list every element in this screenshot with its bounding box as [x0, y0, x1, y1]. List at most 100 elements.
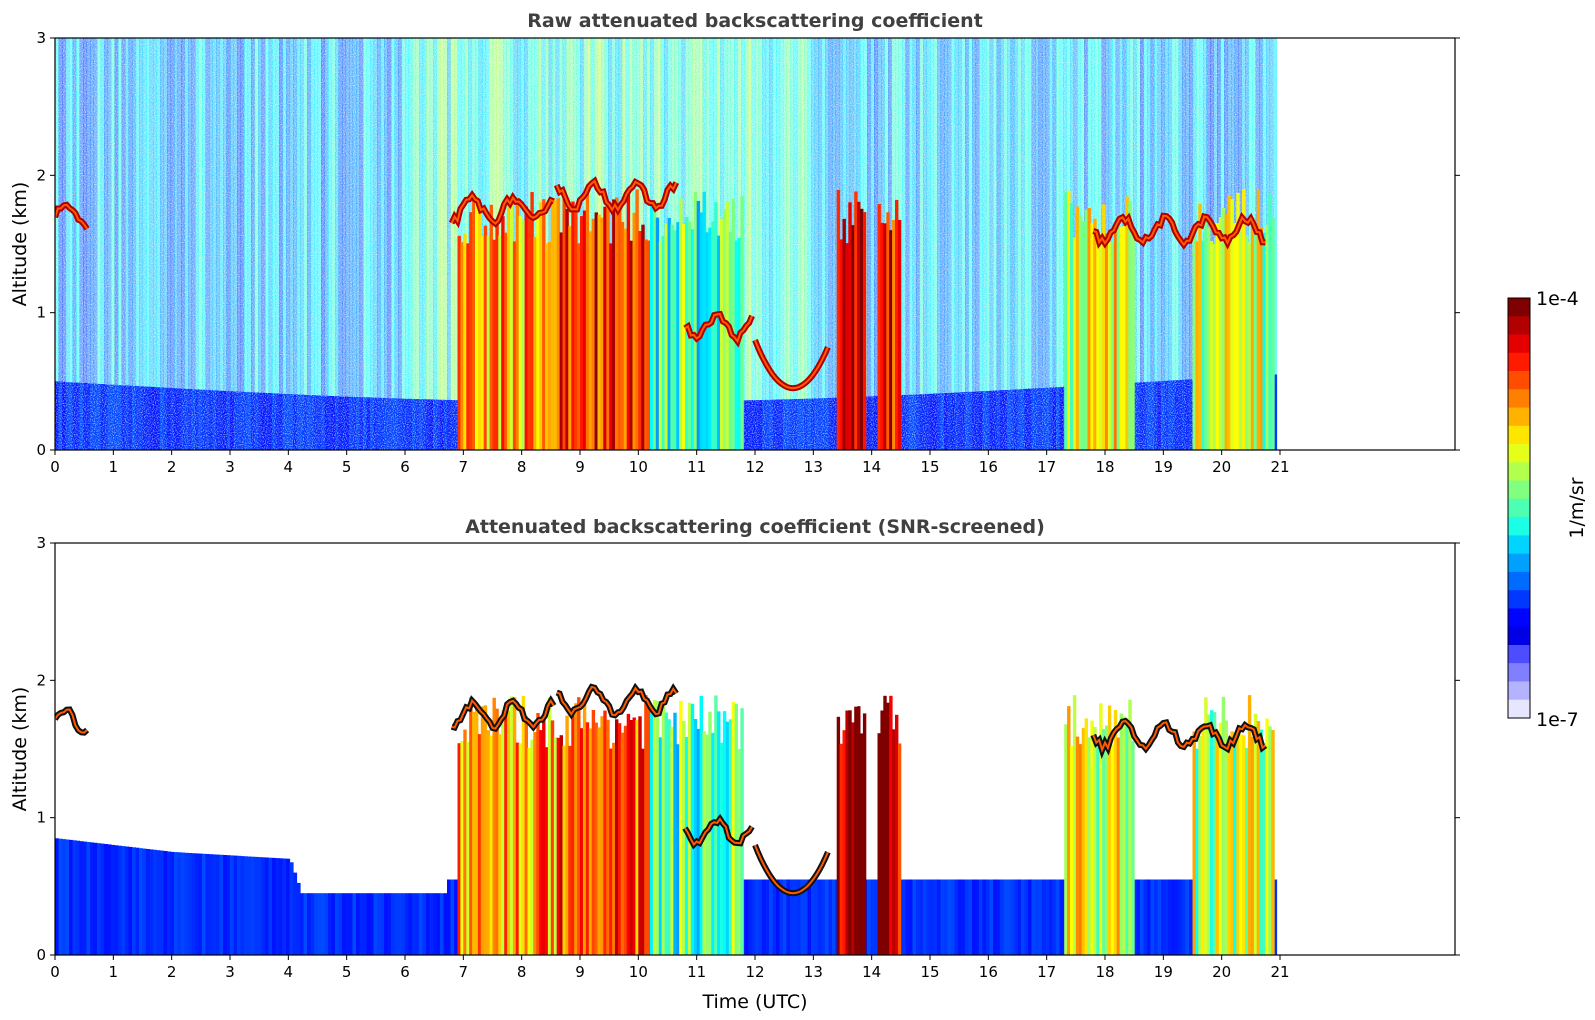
signal-column	[892, 219, 896, 450]
signal-column	[606, 719, 610, 955]
boundary-layer-cell	[373, 893, 378, 955]
signal-column	[617, 723, 622, 955]
signal-column	[1271, 730, 1275, 955]
signal-column	[600, 716, 604, 955]
signal-column	[612, 199, 616, 450]
signal-column	[1236, 736, 1240, 955]
signal-column	[510, 696, 514, 955]
boundary-layer-cell	[1003, 879, 1008, 955]
boundary-layer-cell	[807, 879, 812, 955]
signal-column	[472, 200, 476, 450]
signal-column	[1128, 201, 1132, 450]
boundary-layer-cell	[1161, 879, 1166, 955]
colorbar-step	[1508, 425, 1530, 445]
x-tick-label: 17	[1037, 963, 1056, 981]
boundary-layer-cell	[1021, 879, 1026, 955]
signal-column	[1128, 699, 1132, 955]
signal-column	[848, 202, 852, 450]
boundary-layer-cell	[258, 857, 263, 955]
signal-column	[463, 729, 467, 955]
cloud-layer-edge	[556, 685, 678, 717]
boundary-layer-cell	[783, 879, 788, 955]
boundary-layer-cell	[926, 879, 931, 955]
boundary-layer-cell	[282, 858, 287, 955]
boundary-layer-cell	[1059, 879, 1064, 955]
boundary-layer-cell	[944, 879, 949, 955]
signal-column	[1256, 189, 1261, 450]
boundary-layer-cell	[905, 879, 910, 955]
x-tick-label: 13	[804, 963, 823, 981]
signal-column	[708, 711, 712, 955]
signal-column	[556, 198, 561, 450]
boundary-layer-cell	[793, 879, 798, 955]
signal-column	[539, 730, 543, 955]
x-tick-label: 6	[400, 458, 410, 476]
signal-column	[1221, 208, 1226, 450]
boundary-layer-cell	[317, 893, 322, 955]
colorbar-unit-label: 1/m/sr	[1566, 477, 1588, 538]
x-tick-label: 16	[979, 963, 998, 981]
x-tick-label: 8	[517, 963, 527, 981]
boundary-layer-cell	[916, 879, 921, 955]
x-tick-label: 13	[804, 458, 823, 476]
signal-column	[658, 737, 663, 955]
cloud-layer-edge	[754, 339, 829, 390]
signal-column	[547, 697, 552, 955]
x-axis-label: Time (UTC)	[701, 991, 807, 1013]
signal-column	[1245, 747, 1249, 955]
x-tick-label: 1	[109, 458, 119, 476]
boundary-layer-cell	[205, 854, 210, 955]
signal-column	[711, 732, 715, 955]
signal-column	[839, 743, 843, 955]
boundary-layer-cell	[832, 879, 837, 955]
colorbar-step	[1508, 626, 1530, 646]
signal-column	[1099, 233, 1103, 450]
signal-column	[533, 732, 537, 955]
boundary-layer-cell	[359, 893, 364, 955]
signal-column	[892, 729, 896, 955]
signal-column	[889, 695, 893, 955]
signal-column	[1072, 695, 1077, 955]
signal-column	[510, 194, 514, 450]
boundary-layer-cell	[142, 848, 147, 955]
colorbar-max-label: 1e-4	[1536, 288, 1579, 310]
signal-column	[469, 697, 473, 955]
signal-column	[1064, 192, 1068, 450]
signal-column	[734, 240, 738, 450]
signal-column	[877, 204, 881, 450]
signal-column	[507, 710, 511, 955]
boundary-layer-cell	[394, 893, 399, 955]
boundary-layer-cell	[951, 879, 956, 955]
boundary-layer-cell	[366, 893, 371, 955]
colorbar-step	[1508, 681, 1530, 701]
boundary-layer-cell	[450, 879, 455, 955]
x-tick-label: 9	[575, 458, 585, 476]
signal-column	[498, 235, 502, 450]
boundary-layer-cell	[356, 893, 361, 955]
boundary-layer-cell	[1133, 879, 1138, 955]
signal-column	[1215, 223, 1220, 450]
signal-column	[1207, 714, 1211, 955]
signal-column	[854, 706, 858, 955]
signal-column	[1268, 726, 1272, 955]
colorbar-scale	[1508, 298, 1530, 719]
signal-column	[475, 702, 479, 955]
signal-column	[609, 748, 613, 955]
colorbar-step	[1508, 608, 1530, 628]
colorbar-frame	[1507, 297, 1531, 719]
signal-column	[720, 742, 724, 955]
colorbar-step	[1508, 462, 1530, 482]
signal-column	[1259, 227, 1263, 450]
x-tick-label: 8	[517, 458, 527, 476]
boundary-layer-cell	[814, 879, 819, 955]
boundary-layer-cell	[972, 879, 977, 955]
signal-column	[472, 712, 476, 955]
x-tick-label: 0	[50, 963, 60, 981]
boundary-layer-cell	[156, 850, 161, 955]
signal-column	[690, 703, 695, 955]
signal-column	[1239, 216, 1243, 450]
x-tick-label: 15	[920, 458, 939, 476]
colorbar-step	[1508, 535, 1530, 555]
boundary-layer-cell	[335, 893, 340, 955]
